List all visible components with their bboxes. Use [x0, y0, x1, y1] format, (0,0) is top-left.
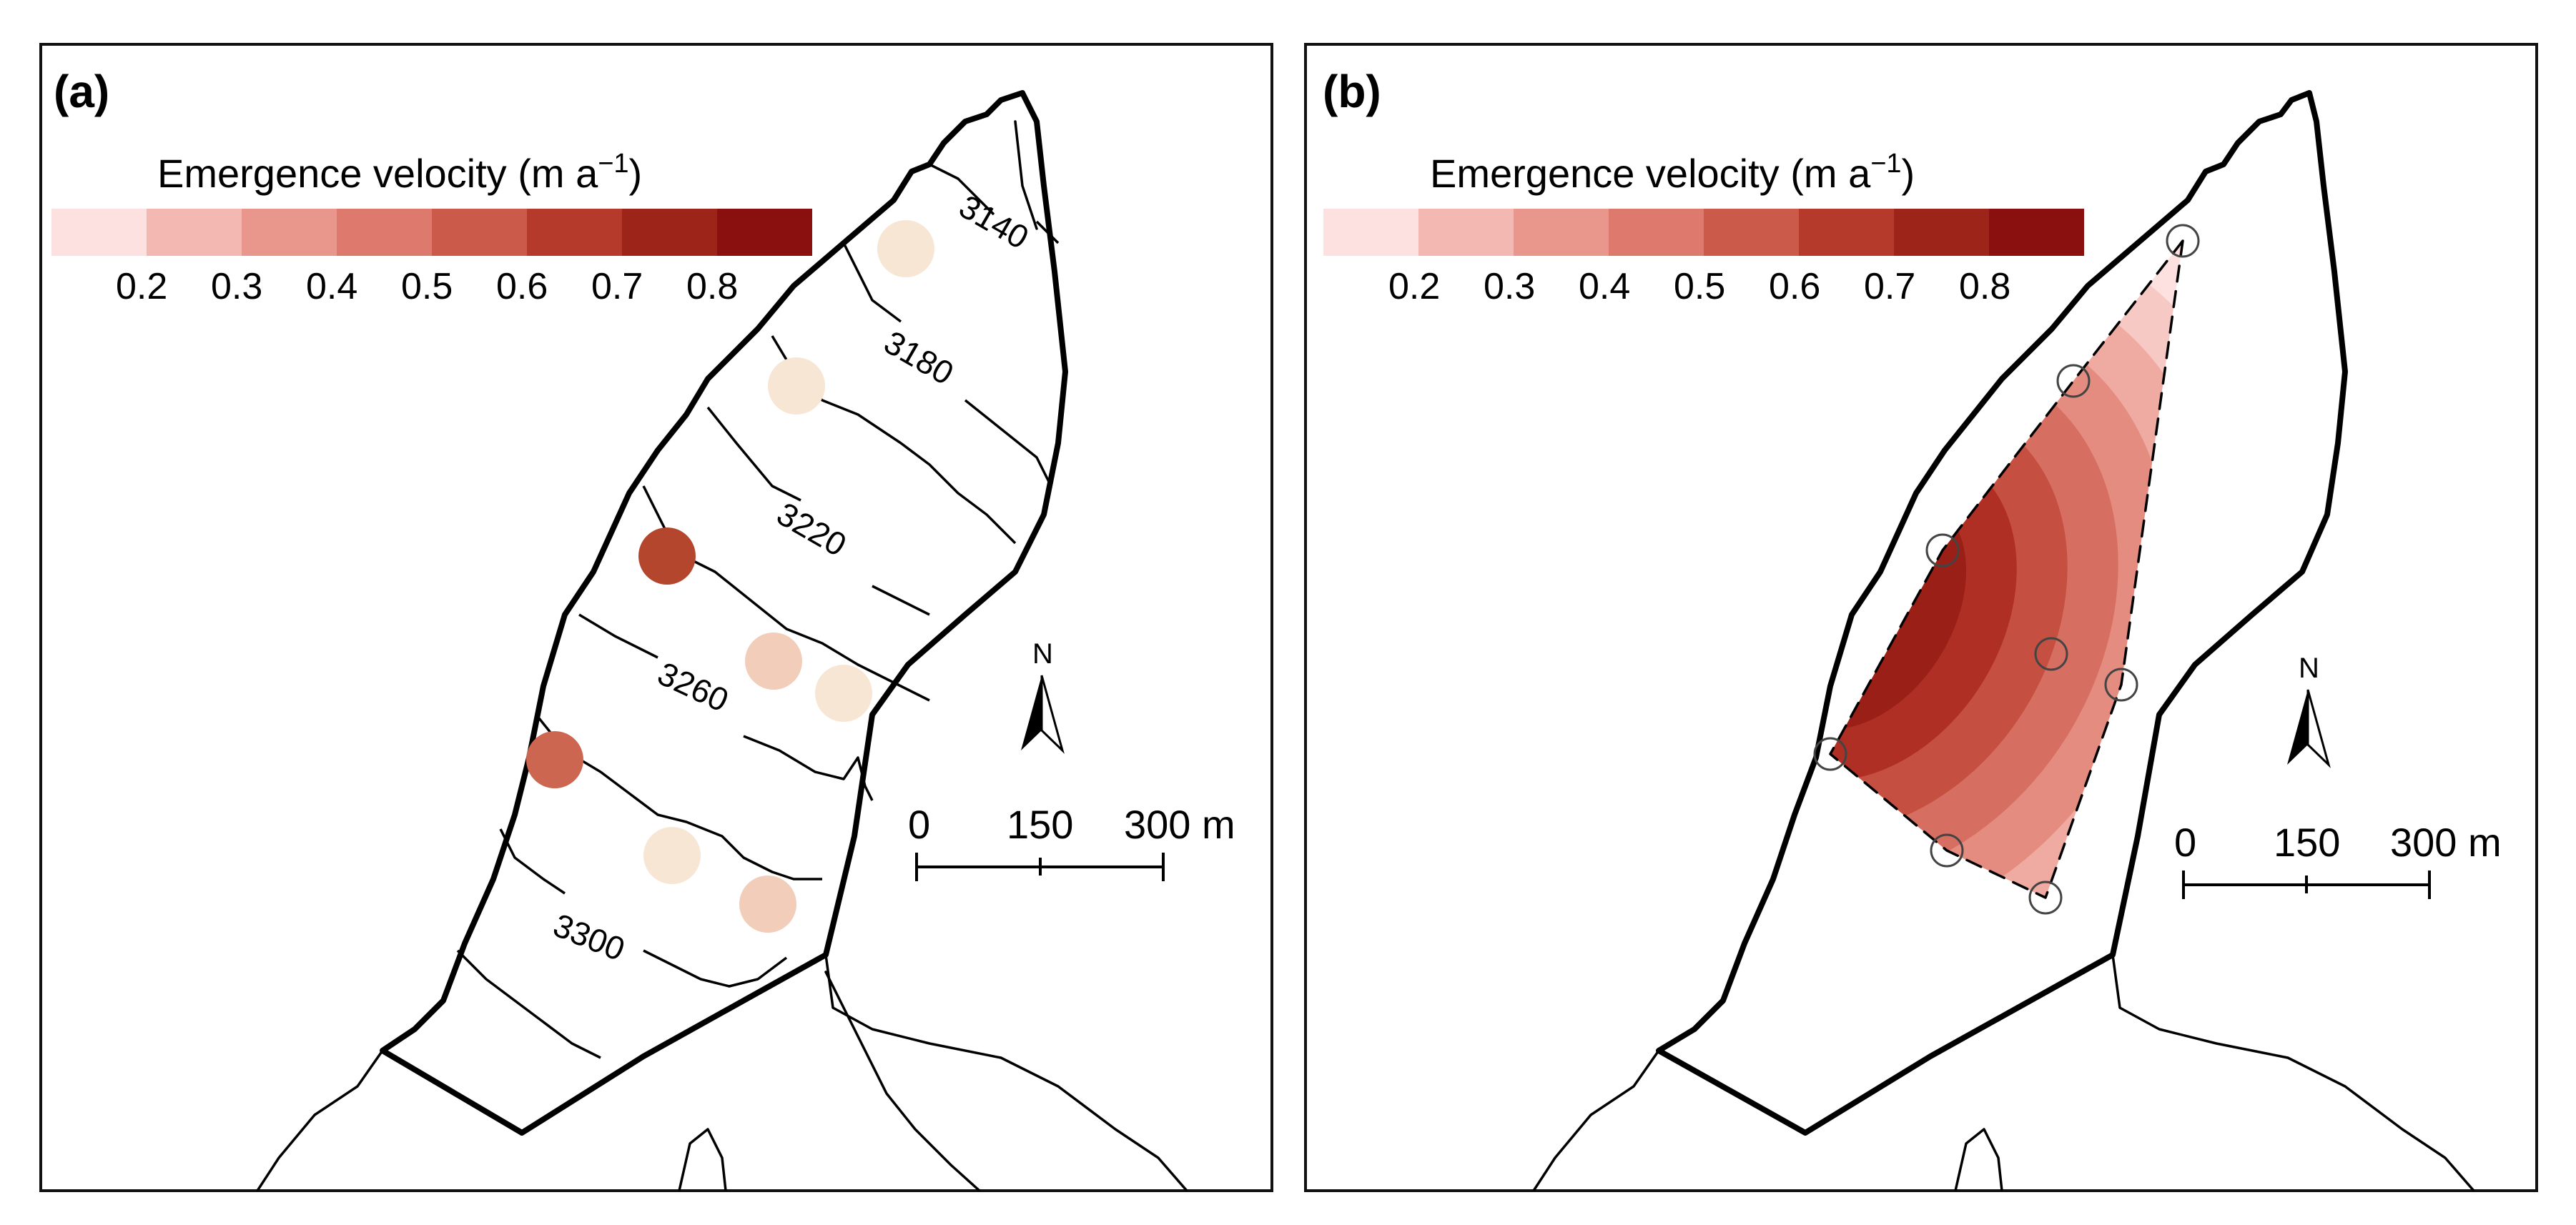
- contour-line-3320: [456, 949, 601, 1059]
- stake-point: [877, 220, 934, 277]
- contour-line-3220-b: [872, 585, 930, 616]
- north-label: N: [2299, 653, 2319, 684]
- legend-tick: 0.8: [1959, 266, 2010, 307]
- stake-points: [526, 220, 934, 933]
- scale-label-0: 0: [908, 802, 930, 847]
- terrain-line-mid: [1954, 1128, 2003, 1191]
- legend-swatches: [1323, 209, 2084, 256]
- legend-swatch: [1799, 209, 1894, 256]
- legend-tick: 0.4: [306, 266, 357, 307]
- legend-swatch: [1894, 209, 1989, 256]
- tributary-line: [1014, 120, 1038, 230]
- legend-ticks: 0.2 0.3 0.4 0.5 0.6 0.7 0.8: [116, 266, 738, 307]
- terrain-line-left: [256, 1049, 384, 1191]
- terrain-line-right: [2111, 953, 2475, 1191]
- contour-line-3300: [499, 828, 566, 895]
- north-arrow-icon: [1021, 675, 1065, 754]
- legend-swatch: [337, 209, 432, 256]
- glacier-outline: [1656, 90, 2348, 1136]
- legend-tick: 0.8: [686, 266, 738, 307]
- stake-ring: [1925, 533, 1960, 567]
- legend-swatch: [717, 209, 812, 256]
- stake-ring: [2028, 881, 2063, 915]
- contour-line-3180-b: [964, 399, 1052, 487]
- panel-label: (b): [1323, 66, 1381, 117]
- stake-ring: [2104, 668, 2138, 702]
- contour-line-3260: [578, 613, 658, 659]
- stake-point: [739, 876, 796, 933]
- legend-swatch: [527, 209, 622, 256]
- contour-line-3280: [535, 713, 822, 881]
- legend-swatch: [1323, 209, 1418, 256]
- stake-point: [638, 527, 696, 585]
- stake-ring: [2166, 224, 2200, 258]
- contour-line-3140: [929, 163, 995, 216]
- legend-swatch: [622, 209, 717, 256]
- legend-swatch: [147, 209, 242, 256]
- legend-title: Emergence velocity (m a−1): [1430, 149, 1915, 196]
- panel-label: (a): [54, 66, 109, 117]
- legend-tick: 0.6: [1769, 266, 1820, 307]
- panel-b: (b) Emergence velocity (m a−1) 0.2 0.3 0…: [1304, 43, 2538, 1192]
- scale-label-300: 300 m: [2390, 820, 2502, 865]
- scale-label-150: 150: [2274, 820, 2340, 865]
- stake-ring: [2056, 364, 2091, 398]
- stake-rings: [1813, 224, 2200, 915]
- legend-tick: 0.4: [1579, 266, 1630, 307]
- contour-line-3180: [842, 242, 902, 323]
- legend-ticks: 0.2 0.3 0.4 0.5 0.6 0.7 0.8: [1388, 266, 2010, 307]
- north-arrow: N: [1021, 638, 1065, 754]
- contour-line-3140-b: [1035, 220, 1060, 244]
- stake-point: [526, 731, 583, 788]
- legend-swatch: [1514, 209, 1609, 256]
- scale-label-0: 0: [2174, 820, 2196, 865]
- glacier-outline: [380, 90, 1068, 1136]
- terrain-line-left: [1532, 1049, 1660, 1191]
- legend-tick: 0.2: [116, 266, 167, 307]
- legend-tick: 0.3: [1484, 266, 1535, 307]
- legend-swatch: [242, 209, 337, 256]
- legend-tick: 0.5: [1674, 266, 1725, 307]
- legend-swatches: [51, 209, 812, 256]
- stake-point: [745, 633, 802, 690]
- legend-tick: 0.3: [211, 266, 262, 307]
- panel-a: 3140 3180 3220 3260 3300 (a) Emergence v: [39, 43, 1273, 1192]
- stake-point: [643, 827, 701, 884]
- scale-label-150: 150: [1007, 802, 1073, 847]
- legend-swatch: [1704, 209, 1799, 256]
- stake-ring: [2034, 637, 2068, 671]
- north-label: N: [1032, 638, 1053, 670]
- stake-point: [768, 357, 825, 415]
- legend: Emergence velocity (m a−1) 0.2 0.3 0.4 0…: [1323, 149, 2084, 307]
- legend-title-superscript: −1: [1870, 149, 1901, 179]
- scale-label-300: 300 m: [1124, 802, 1235, 847]
- terrain-line-right-2: [824, 971, 981, 1191]
- stake-point: [815, 665, 872, 722]
- legend-swatch: [1989, 209, 2084, 256]
- legend-swatch: [432, 209, 527, 256]
- legend-tick: 0.7: [1864, 266, 1915, 307]
- north-arrow-icon: [2287, 689, 2331, 768]
- north-arrow: N: [2287, 653, 2331, 768]
- contour-line-3260-b: [743, 735, 874, 801]
- legend-swatch: [1609, 209, 1704, 256]
- legend-swatch: [51, 209, 147, 256]
- scale-bar: 0 150 300 m: [908, 802, 1235, 881]
- legend-title: Emergence velocity (m a−1): [157, 149, 642, 196]
- stake-ring: [1813, 737, 1847, 771]
- scale-bar: 0 150 300 m: [2174, 820, 2502, 899]
- stake-ring: [1930, 833, 1964, 868]
- legend-title-superscript: −1: [598, 149, 628, 179]
- interpolation-hull: [1829, 239, 2184, 899]
- legend-tick: 0.7: [591, 266, 643, 307]
- legend-swatch: [1418, 209, 1514, 256]
- contour-line-3220: [706, 406, 801, 502]
- legend-tick: 0.6: [496, 266, 548, 307]
- legend-tick: 0.2: [1388, 266, 1440, 307]
- terrain-line-mid: [678, 1128, 727, 1191]
- legend-tick: 0.5: [401, 266, 453, 307]
- legend: Emergence velocity (m a−1) 0.2 0.3 0.4 0…: [51, 149, 812, 307]
- contour-line-3300-b: [643, 949, 788, 988]
